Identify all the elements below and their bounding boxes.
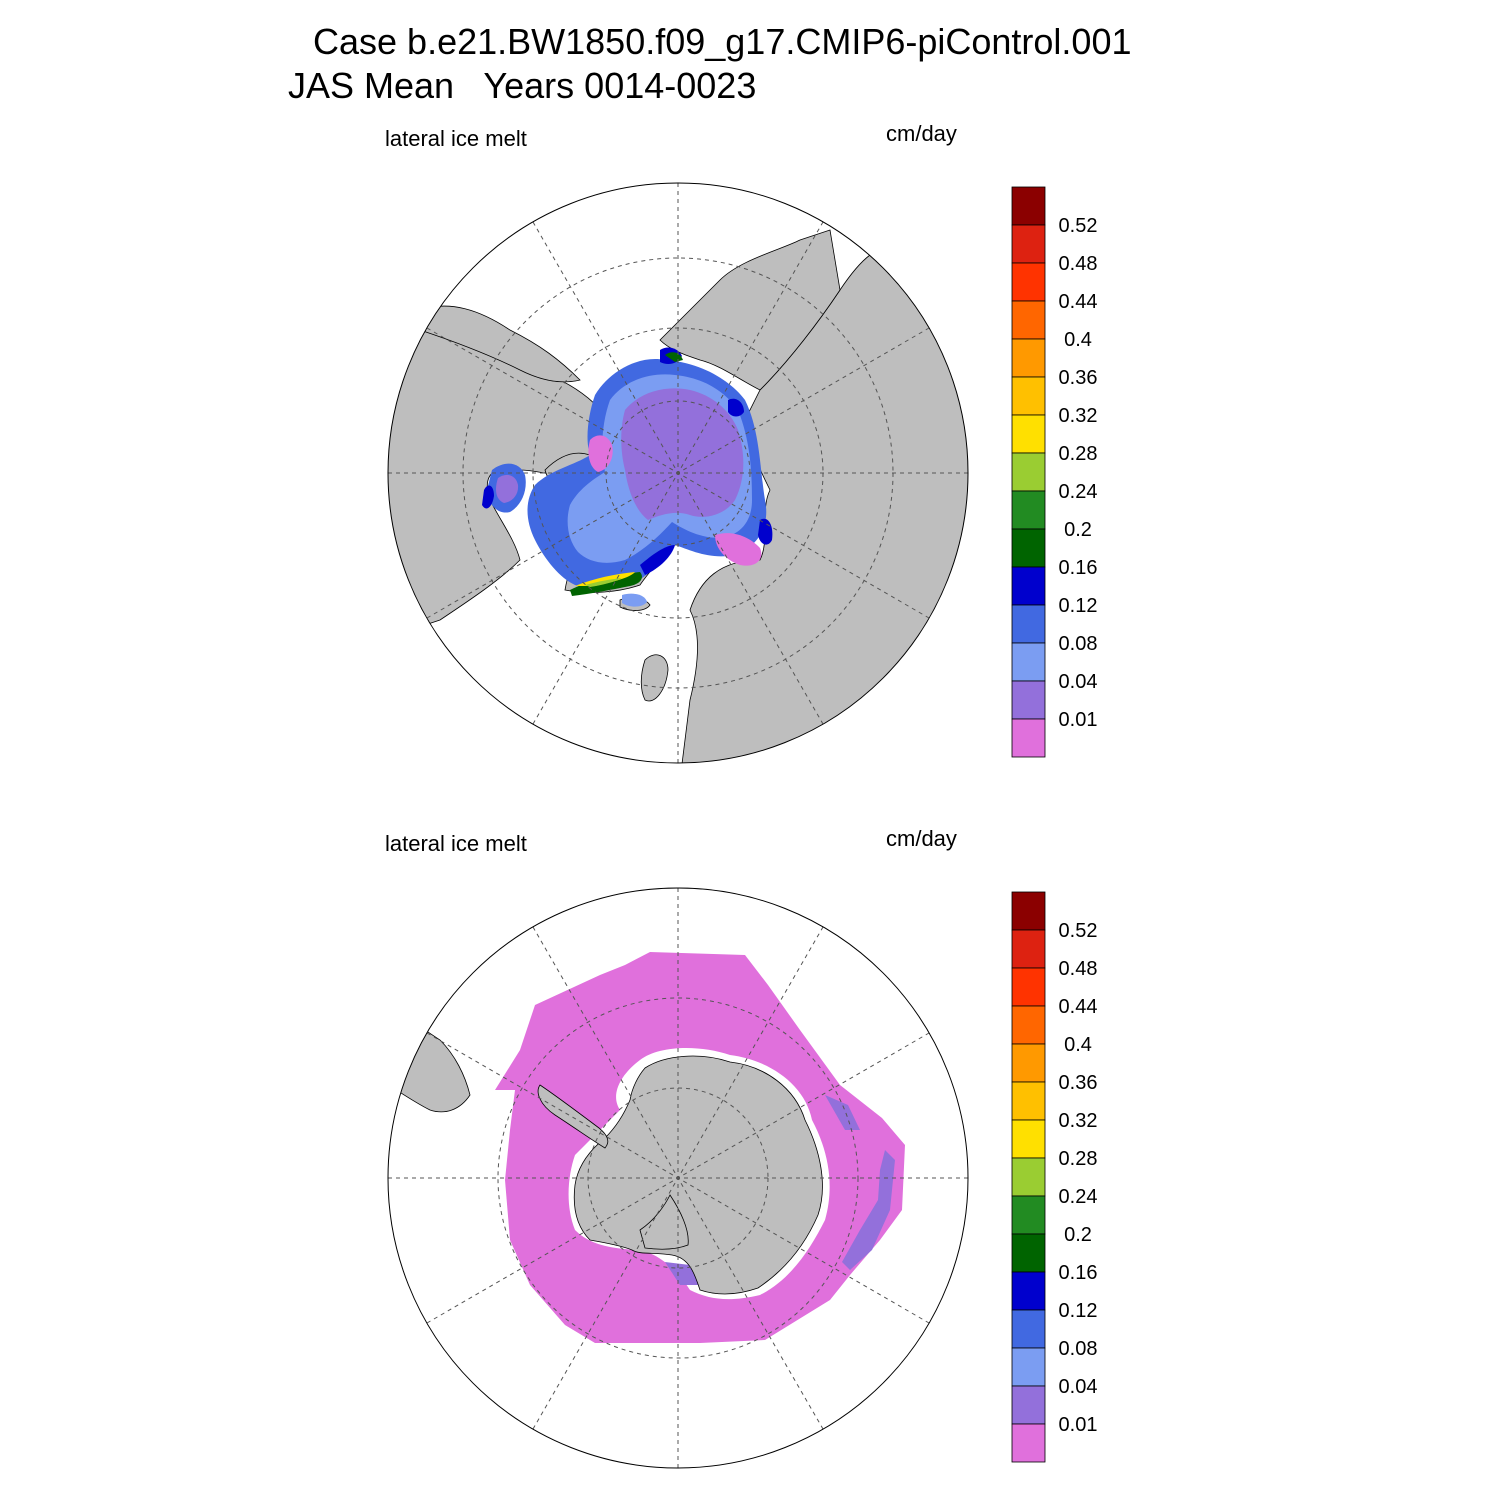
arctic-colorbar-level-label: 0.08	[1059, 633, 1098, 655]
arctic-colorbar-level-label: 0.01	[1059, 709, 1098, 731]
antarctic-colorbar-level-label: 0.16	[1059, 1262, 1098, 1284]
arctic-colorbar-level-label: 0.04	[1059, 671, 1098, 693]
antarctic-colorbar-box	[1011, 1157, 1046, 1197]
arctic-colorbar-box	[1011, 452, 1046, 492]
arctic-colorbar-level-label: 0.4	[1064, 329, 1092, 351]
arctic-ice-central-pack	[621, 388, 744, 520]
arctic-ice-denmark-strait	[622, 593, 647, 607]
antarctic-colorbar-level-label: 0.4	[1064, 1034, 1092, 1056]
antarctic-colorbar-box	[1011, 1043, 1046, 1083]
arctic-colorbar-box	[1011, 376, 1046, 416]
figure-title-line1: Case b.e21.BW1850.f09_g17.CMIP6-piContro…	[313, 21, 1132, 62]
antarctic-colorbar-box	[1011, 1385, 1046, 1425]
arctic-land-alaska	[419, 305, 581, 383]
antarctic-units-label: cm/day	[886, 826, 957, 851]
antarctic-graticule	[388, 888, 968, 1468]
antarctic-colorbar-box	[1011, 1423, 1046, 1463]
arctic-land-british-isles	[640, 654, 669, 702]
arctic-ice-edge-greenland-olive	[585, 578, 622, 587]
antarctic-colorbar-level-label: 0.48	[1059, 958, 1098, 980]
arctic-ice-edge-greenland-blue	[640, 545, 675, 575]
arctic-colorbar-box	[1011, 414, 1046, 454]
arctic-colorbar-box	[1011, 224, 1046, 264]
arctic-colorbar: 0.52 0.48 0.44 0.4 0.36 0.32 0.28 0.24 0.2 0.16 0.…	[1011, 186, 1098, 758]
antarctic-field-label: lateral ice melt	[385, 831, 527, 856]
antarctic-ice-purple-east-2	[842, 1150, 895, 1270]
antarctic-colorbar-level-label: 0.2	[1064, 1224, 1092, 1246]
arctic-ice-edge-hudson	[482, 485, 494, 509]
arctic-colorbar-box	[1011, 604, 1046, 644]
antarctic-colorbar-box	[1011, 1005, 1046, 1045]
antarctic-colorbar-box	[1011, 1271, 1046, 1311]
arctic-colorbar-box	[1011, 262, 1046, 302]
arctic-colorbar-level-label: 0.28	[1059, 443, 1098, 465]
arctic-field-label: lateral ice melt	[385, 126, 527, 151]
arctic-colorbar-level-label: 0.24	[1059, 481, 1098, 503]
antarctic-ice-purple-east	[825, 1095, 860, 1130]
antarctic-colorbar-level-label: 0.24	[1059, 1186, 1098, 1208]
arctic-ice-pink-patch-1	[588, 435, 613, 472]
antarctic-ice-ring	[495, 952, 905, 1343]
antarctic-colorbar-box	[1011, 1195, 1046, 1235]
antarctic-colorbar-box	[1011, 1309, 1046, 1349]
arctic-colorbar-box	[1011, 718, 1046, 758]
antarctic-colorbar-level-label: 0.12	[1059, 1300, 1098, 1322]
arctic-ice-edge-greenland-yellow	[575, 572, 635, 586]
antarctic-colorbar-level-label: 0.08	[1059, 1338, 1098, 1360]
antarctic-colorbar-level-label: 0.36	[1059, 1072, 1098, 1094]
antarctic-colorbar-level-label: 0.28	[1059, 1148, 1098, 1170]
antarctic-land-peninsula	[537, 1084, 609, 1149]
arctic-colorbar-box	[1011, 566, 1046, 606]
arctic-colorbar-box	[1011, 490, 1046, 530]
arctic-colorbar-level-label: 0.48	[1059, 253, 1098, 275]
antarctic-colorbar-box	[1011, 929, 1046, 969]
antarctic-colorbar-box	[1011, 1233, 1046, 1273]
antarctic-colorbar-level-label: 0.04	[1059, 1376, 1098, 1398]
arctic-colorbar-level-label: 0.44	[1059, 291, 1098, 313]
antarctic-colorbar-box	[1011, 967, 1046, 1007]
antarctic-colorbar: 0.52 0.48 0.44 0.4 0.36 0.32 0.28 0.24 0.2 0.16 0.…	[1011, 891, 1098, 1463]
antarctic-colorbar-level-label: 0.32	[1059, 1110, 1098, 1132]
arctic-colorbar-box	[1011, 642, 1046, 682]
arctic-colorbar-box	[1011, 528, 1046, 568]
antarctic-colorbar-box	[1011, 1347, 1046, 1387]
arctic-colorbar-box	[1011, 680, 1046, 720]
arctic-land-siberia	[659, 229, 841, 391]
arctic-map-border	[387, 182, 969, 764]
arctic-ice-edge-kara	[728, 398, 744, 417]
arctic-colorbar-level-label: 0.12	[1059, 595, 1098, 617]
arctic-colorbar-box	[1011, 186, 1046, 226]
arctic-colorbar-level-label: 0.2	[1064, 519, 1092, 541]
arctic-colorbar-level-label: 0.16	[1059, 557, 1098, 579]
antarctic-colorbar-box	[1011, 1119, 1046, 1159]
figure-title-line2: JAS Mean Years 0014-0023	[288, 65, 757, 106]
antarctic-colorbar-level-label: 0.01	[1059, 1414, 1098, 1436]
antarctic-map-border	[387, 887, 969, 1469]
arctic-colorbar-level-label: 0.52	[1059, 215, 1098, 237]
antarctic-colorbar-level-label: 0.44	[1059, 996, 1098, 1018]
arctic-colorbar-level-label: 0.32	[1059, 405, 1098, 427]
antarctic-colorbar-level-label: 0.52	[1059, 920, 1098, 942]
arctic-colorbar-level-label: 0.36	[1059, 367, 1098, 389]
arctic-units-label: cm/day	[886, 121, 957, 146]
antarctic-colorbar-box	[1011, 1081, 1046, 1121]
arctic-colorbar-box	[1011, 300, 1046, 340]
antarctic-colorbar-box	[1011, 891, 1046, 931]
arctic-ice-hudson-purple	[496, 474, 519, 503]
arctic-colorbar-box	[1011, 338, 1046, 378]
arctic-graticule	[388, 183, 968, 763]
